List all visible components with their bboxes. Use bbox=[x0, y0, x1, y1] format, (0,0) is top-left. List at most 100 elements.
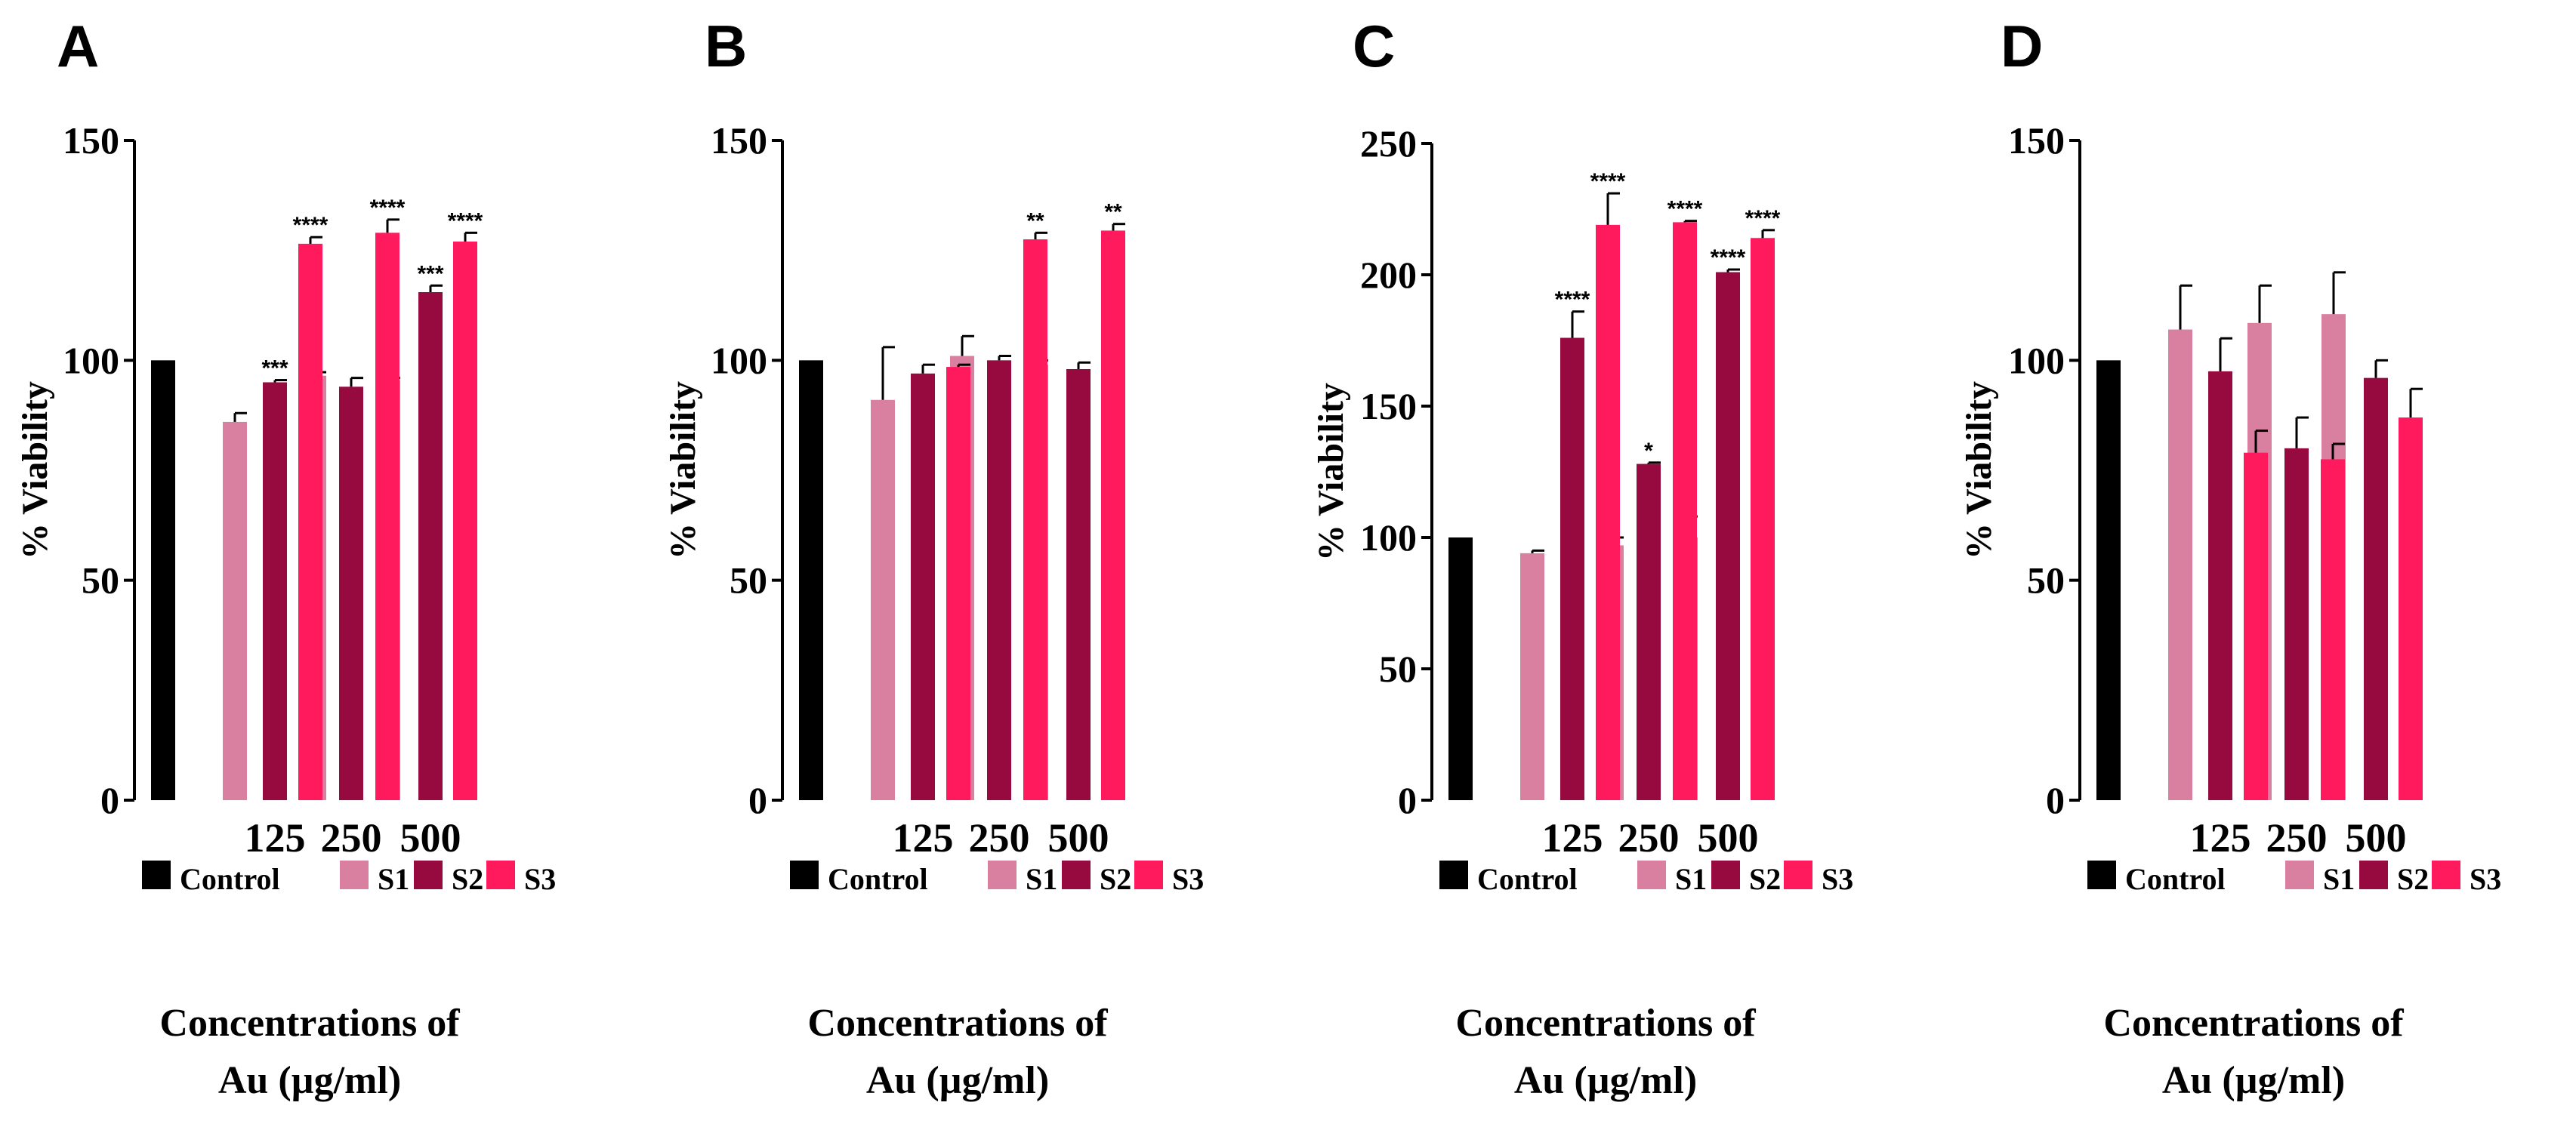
bar-control bbox=[799, 360, 823, 800]
x-axis-label-line2: Au (µg/ml) bbox=[218, 1059, 401, 1102]
bar-s3-250 bbox=[2321, 459, 2345, 800]
legend-swatch-s3 bbox=[1134, 861, 1163, 889]
legend: Control S1 S2 S3 bbox=[142, 861, 556, 896]
bar-s1-125 bbox=[871, 399, 895, 800]
y-tick-label: 0 bbox=[100, 779, 119, 821]
y-tick-label: 150 bbox=[2008, 119, 2065, 162]
bar-s3-250 bbox=[1673, 222, 1697, 800]
x-category-label: 500 bbox=[400, 815, 461, 861]
legend-swatch-s3 bbox=[486, 861, 515, 889]
y-tick-label: 50 bbox=[730, 559, 767, 602]
legend-swatch-s2 bbox=[414, 861, 443, 889]
significance-marker: *** bbox=[261, 356, 288, 381]
bar-s3-500 bbox=[2399, 417, 2423, 800]
bar-s3-125 bbox=[2244, 452, 2268, 800]
panel-letter: D bbox=[2001, 13, 2043, 79]
x-category-label: 125 bbox=[2190, 815, 2251, 861]
y-tick-label: 0 bbox=[1398, 779, 1417, 821]
legend-label-s2: S2 bbox=[2397, 862, 2429, 896]
legend-swatch-control bbox=[790, 861, 819, 889]
y-axis-label: % Viability bbox=[15, 381, 55, 559]
y-tick-label: 100 bbox=[711, 339, 767, 381]
legend-swatch-s1 bbox=[988, 861, 1017, 889]
legend-swatch-control bbox=[2087, 861, 2116, 889]
y-tick-label: 250 bbox=[1360, 122, 1417, 165]
bar-s2-250 bbox=[987, 360, 1011, 800]
legend-label-s1: S1 bbox=[2323, 862, 2355, 896]
bar-s2-125 bbox=[1560, 337, 1584, 800]
significance-marker: *** bbox=[417, 261, 443, 286]
legend-label-s2: S2 bbox=[1100, 862, 1131, 896]
bar-s2-250 bbox=[339, 386, 363, 800]
bar-s2-500 bbox=[418, 292, 443, 800]
significance-marker: ** bbox=[1026, 208, 1044, 233]
panel-letter: C bbox=[1353, 13, 1395, 79]
legend-swatch-s1 bbox=[340, 861, 369, 889]
legend: Control S1 S2 S3 bbox=[790, 861, 1204, 896]
bar-s1-125 bbox=[1520, 553, 1544, 800]
bar-s3-500 bbox=[1751, 238, 1775, 800]
y-tick-label: 100 bbox=[1360, 516, 1417, 559]
x-category-label: 250 bbox=[321, 815, 382, 861]
bar-s2-500 bbox=[1066, 368, 1091, 800]
bar-control bbox=[1448, 537, 1473, 800]
significance-marker: **** bbox=[448, 208, 483, 233]
significance-marker: * bbox=[1644, 439, 1653, 463]
x-axis-label-line2: Au (µg/ml) bbox=[1514, 1059, 1697, 1102]
x-axis-label-line2: Au (µg/ml) bbox=[866, 1059, 1049, 1102]
bar-s1-125 bbox=[223, 421, 247, 800]
bar-s3-250 bbox=[1023, 239, 1047, 801]
legend-swatch-s3 bbox=[1784, 861, 1812, 889]
x-category-label: 250 bbox=[969, 815, 1030, 861]
y-tick-label: 100 bbox=[2008, 339, 2065, 381]
bar-s2-125 bbox=[263, 382, 287, 800]
y-tick-label: 100 bbox=[63, 339, 119, 381]
legend-label-s3: S3 bbox=[1172, 862, 1204, 896]
bar-s3-500 bbox=[1101, 230, 1125, 800]
bar-s3-250 bbox=[375, 232, 400, 800]
panel-D: D 0 50 100 150 % Viability 125 250 500 Control S1 S… bbox=[1959, 13, 2501, 1102]
legend: Control S1 S2 S3 bbox=[2087, 861, 2501, 896]
x-category-label: 125 bbox=[893, 815, 954, 861]
y-axis-label: % Viability bbox=[1959, 381, 1999, 559]
y-tick-label: 50 bbox=[2027, 559, 2065, 602]
x-axis-label-line1: Concentrations of bbox=[807, 1002, 1108, 1045]
y-tick-label: 150 bbox=[711, 119, 767, 162]
legend-swatch-s2 bbox=[1062, 861, 1091, 889]
bar-s3-500 bbox=[453, 242, 477, 801]
x-category-label: 500 bbox=[1048, 815, 1109, 861]
y-tick-label: 150 bbox=[63, 119, 119, 162]
bar-s2-500 bbox=[2364, 377, 2388, 800]
bar-s1-125 bbox=[2168, 329, 2192, 801]
panel-letter: B bbox=[705, 13, 747, 79]
y-tick-label: 0 bbox=[2046, 779, 2065, 821]
bar-s2-250 bbox=[2284, 448, 2309, 800]
y-tick-label: 200 bbox=[1360, 254, 1417, 296]
legend-label-s2: S2 bbox=[1749, 862, 1781, 896]
x-category-label: 250 bbox=[2266, 815, 2328, 861]
legend-label-control: Control bbox=[1477, 862, 1578, 896]
y-axis-label: % Viability bbox=[1311, 383, 1351, 561]
bar-s2-125 bbox=[2208, 371, 2232, 800]
legend-label-s1: S1 bbox=[1675, 862, 1707, 896]
x-axis-label-line1: Concentrations of bbox=[159, 1002, 460, 1045]
bar-s3-125 bbox=[946, 367, 970, 800]
bar-s2-125 bbox=[911, 373, 935, 800]
significance-marker: **** bbox=[1745, 206, 1781, 231]
legend-swatch-s1 bbox=[1637, 861, 1666, 889]
legend-label-s3: S3 bbox=[524, 862, 556, 896]
x-category-label: 250 bbox=[1618, 815, 1680, 861]
significance-marker: **** bbox=[1555, 288, 1590, 313]
panel-letter: A bbox=[57, 13, 99, 79]
legend-swatch-s2 bbox=[2359, 861, 2388, 889]
x-axis-label-line1: Concentrations of bbox=[2103, 1002, 2404, 1045]
legend-label-control: Control bbox=[828, 862, 928, 896]
bar-control bbox=[2096, 360, 2121, 800]
legend-label-control: Control bbox=[2125, 862, 2226, 896]
bar-s3-125 bbox=[1596, 224, 1620, 800]
bar-s2-250 bbox=[1637, 463, 1661, 800]
significance-marker: **** bbox=[1667, 197, 1703, 222]
